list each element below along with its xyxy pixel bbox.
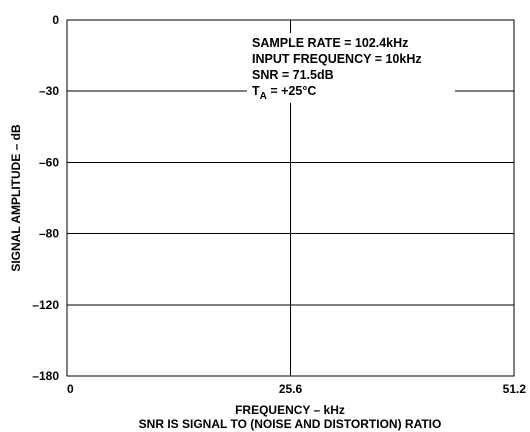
x-axis-title: FREQUENCY – kHz — [235, 403, 345, 417]
x-tick-labels: 0 25.6 51.2 — [67, 382, 526, 396]
y-tick-label: –60 — [39, 155, 59, 169]
annotation-temperature-value: = +25°C — [267, 84, 316, 98]
y-tick-labels: 0 –30 –60 –80 –120 –180 — [32, 13, 59, 383]
annotation-temperature: TA = +25°C — [252, 84, 316, 102]
y-tick-label: –80 — [39, 227, 59, 241]
y-tick-label: 0 — [52, 13, 59, 27]
annotation-background — [247, 33, 455, 103]
x-tick-label: 0 — [67, 382, 74, 396]
annotation-temperature-subscript: A — [260, 91, 267, 102]
annotation-temperature-symbol: T — [252, 84, 260, 98]
annotation-input-frequency: INPUT FREQUENCY = 10kHz — [252, 52, 422, 66]
chart-footnote: SNR IS SIGNAL TO (NOISE AND DISTORTION) … — [139, 417, 442, 431]
y-tick-label: –180 — [32, 369, 59, 383]
y-axis-title: SIGNAL AMPLITUDE – dB — [9, 124, 23, 272]
annotation-snr: SNR = 71.5dB — [252, 68, 334, 82]
annotation-sample-rate: SAMPLE RATE = 102.4kHz — [252, 36, 408, 50]
y-tick-label: –120 — [32, 298, 59, 312]
x-tick-label: 51.2 — [503, 382, 527, 396]
x-tick-label: 25.6 — [279, 382, 303, 396]
y-tick-label: –30 — [39, 84, 59, 98]
plot-frame — [66, 19, 515, 377]
annotation-box: SAMPLE RATE = 102.4kHz INPUT FREQUENCY =… — [247, 33, 455, 103]
